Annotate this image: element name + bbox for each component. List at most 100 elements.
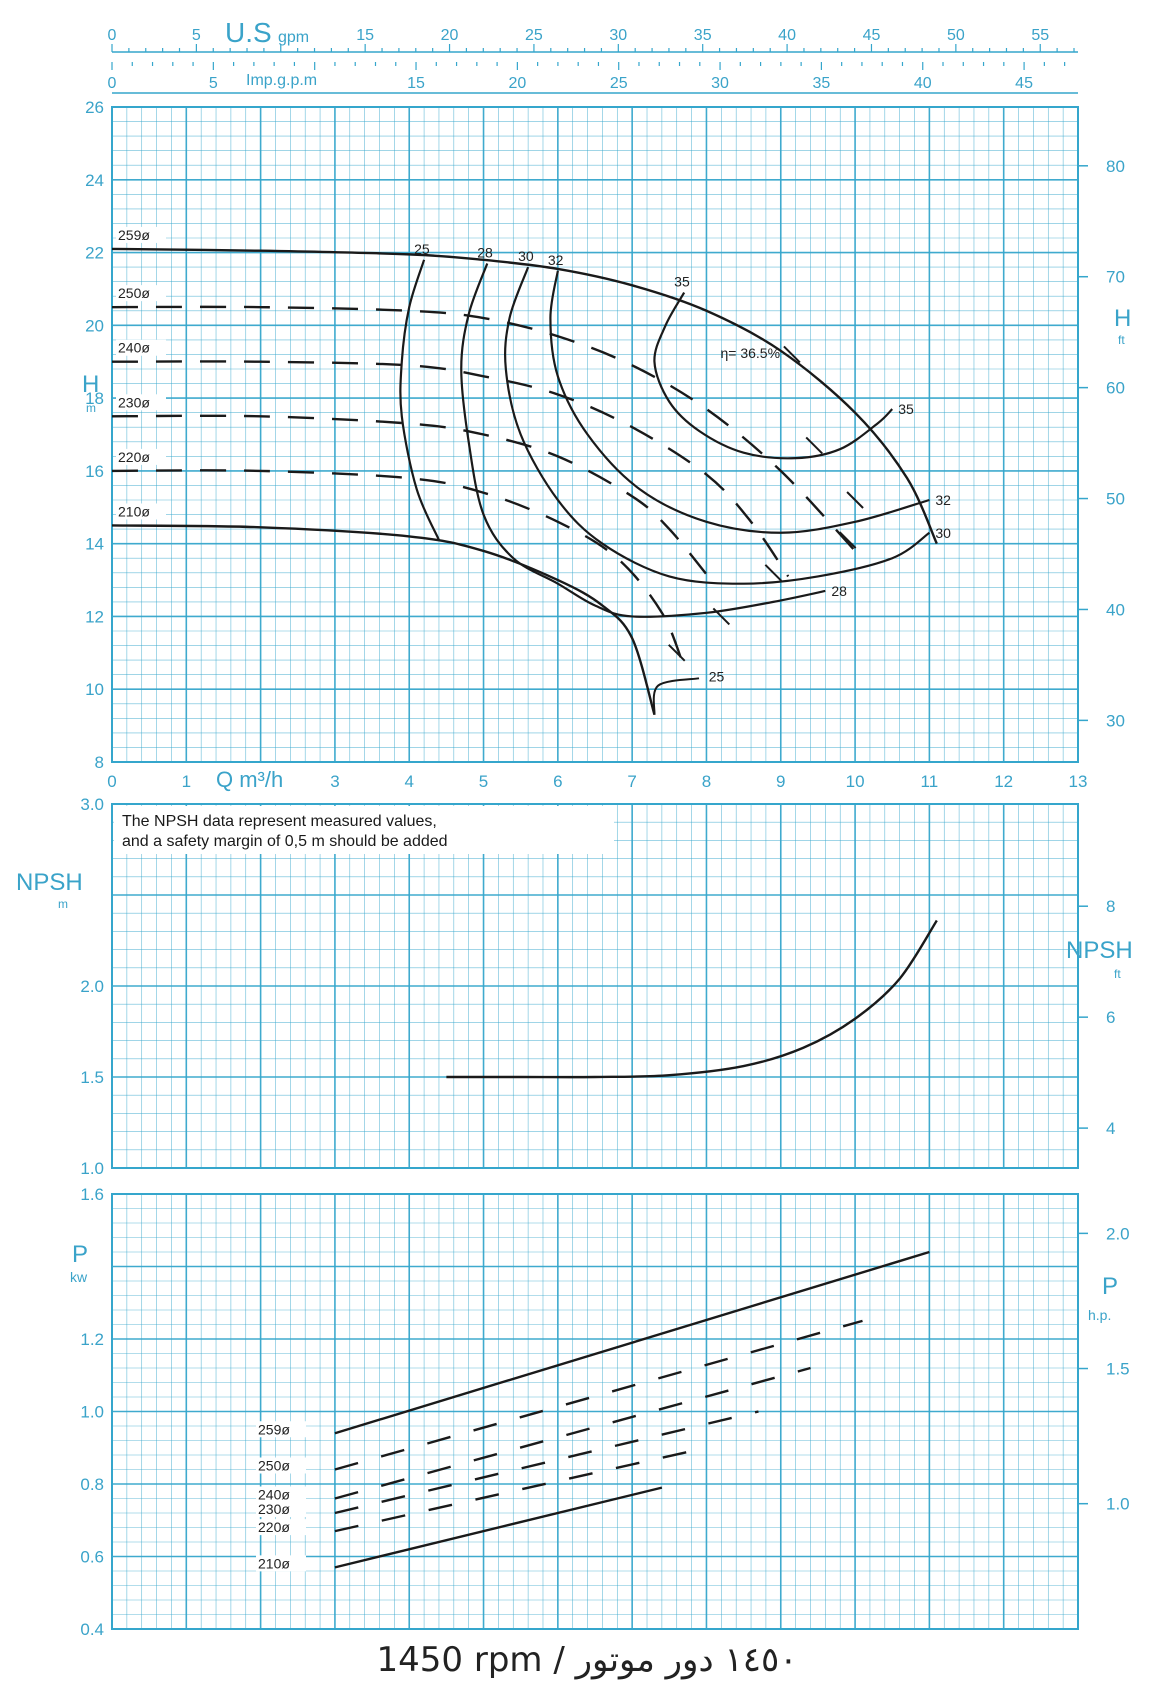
efficiency-label-top: 25 bbox=[414, 241, 430, 257]
y2-tick-label: 80 bbox=[1106, 157, 1125, 176]
y-tick-label: 18 bbox=[85, 389, 104, 408]
usgpm-tick-label: 30 bbox=[609, 27, 627, 44]
y-tick-label: 1.0 bbox=[80, 1403, 104, 1422]
efficiency-label-end: 32 bbox=[935, 492, 951, 508]
head-label-bg bbox=[116, 503, 166, 520]
y-tick-label: 0.4 bbox=[80, 1620, 104, 1639]
efficiency-marker bbox=[764, 564, 783, 582]
impgpm-tick-label: 40 bbox=[914, 75, 932, 92]
power-curve-label: 210ø bbox=[258, 1555, 290, 1571]
power-y-axis-unit: kw bbox=[70, 1269, 88, 1285]
efficiency-label-end: 35 bbox=[898, 401, 914, 417]
power-curve-210 bbox=[334, 1486, 663, 1569]
power-curve-label: 230ø bbox=[258, 1501, 290, 1517]
impgpm-ticks: 0 5 15 20 25 30 35 40 45 bbox=[108, 62, 1066, 92]
power-curve-label: 250ø bbox=[258, 1458, 290, 1474]
y-tick-label: 20 bbox=[85, 316, 104, 335]
usgpm-tick-label: 55 bbox=[1031, 27, 1049, 44]
y2-tick-label: 60 bbox=[1106, 379, 1125, 398]
efficiency-peak-label: η= 36.5% bbox=[720, 345, 780, 361]
impgpm-tick-label: 30 bbox=[711, 75, 729, 92]
usgpm-tick-label: 5 bbox=[192, 27, 201, 44]
head-y2-axis-unit: ft bbox=[1118, 333, 1125, 347]
head-curve-label: 220ø bbox=[118, 449, 150, 465]
y2-tick-label: 8 bbox=[1106, 897, 1115, 916]
usgpm-axis-unit: gpm bbox=[278, 29, 309, 46]
y2-tick-label: 40 bbox=[1106, 600, 1125, 619]
y-tick-label: 14 bbox=[85, 535, 104, 554]
x-tick-label: 8 bbox=[702, 772, 711, 791]
rpm-caption: 1450 rpm / ١٤٥٠ دور موتور bbox=[376, 1640, 798, 1680]
usgpm-tick-label: 50 bbox=[947, 27, 965, 44]
power-frame bbox=[111, 1193, 1079, 1630]
y2-tick-label: 30 bbox=[1106, 711, 1125, 730]
efficiency-marker bbox=[846, 491, 864, 509]
x-tick-label: 9 bbox=[776, 772, 785, 791]
x-tick-label: 5 bbox=[479, 772, 488, 791]
power-curve-label: 240ø bbox=[258, 1487, 290, 1503]
head-curve-230 bbox=[111, 414, 715, 585]
head-curve-label: 240ø bbox=[118, 340, 150, 356]
head-curve-label: 250ø bbox=[118, 285, 150, 301]
efficiency-label-top: 30 bbox=[518, 248, 534, 264]
efficiency-marker bbox=[783, 345, 801, 364]
power-curves bbox=[334, 1250, 930, 1569]
power-label-bg bbox=[256, 1486, 306, 1503]
efficiency-label-top: 32 bbox=[548, 252, 564, 268]
efficiency-marker bbox=[668, 644, 686, 662]
y-tick-label: 24 bbox=[85, 171, 104, 190]
efficiency-marker bbox=[838, 531, 857, 549]
head-label-bg bbox=[116, 339, 166, 356]
y-tick-label: 26 bbox=[85, 98, 104, 117]
power-y-ticks: 0.4 0.6 0.8 1.0 1.2 1.6 bbox=[80, 1185, 104, 1639]
npsh-y2-axis-unit: ft bbox=[1114, 967, 1121, 981]
power-curve-240 bbox=[334, 1366, 811, 1500]
y2-tick-label: 6 bbox=[1106, 1008, 1115, 1027]
y-tick-label: 10 bbox=[85, 680, 104, 699]
head-label-bg bbox=[116, 285, 166, 302]
power-label-bg bbox=[256, 1501, 306, 1517]
head-curve-labels: 259ø 250ø 240ø 230ø 220ø 210ø bbox=[116, 226, 166, 520]
usgpm-tick-label: 40 bbox=[778, 27, 796, 44]
y-tick-label: 16 bbox=[85, 462, 104, 481]
x-tick-label: 12 bbox=[994, 772, 1013, 791]
head-y2-ticks: 30 40 50 60 70 80 bbox=[1078, 157, 1125, 730]
y-tick-label: 1.0 bbox=[80, 1159, 104, 1178]
usgpm-tick-label: 25 bbox=[525, 27, 543, 44]
y2-tick-label: 1.0 bbox=[1106, 1495, 1130, 1514]
usgpm-tick-label: 15 bbox=[356, 27, 374, 44]
head-frame bbox=[111, 106, 1079, 763]
x-tick-label: 1 bbox=[182, 772, 191, 791]
x-tick-label: 0 bbox=[107, 772, 116, 791]
usgpm-axis-label: U.S bbox=[225, 17, 272, 48]
y2-tick-label: 70 bbox=[1106, 268, 1125, 287]
usgpm-tick-label: 0 bbox=[108, 27, 117, 44]
npsh-panel: 1.0 1.5 2.0 3.0 4 6 8 The NPSH data represent… bbox=[16, 795, 1133, 1178]
efficiency-marker bbox=[805, 436, 823, 455]
x-tick-label: 11 bbox=[921, 772, 939, 791]
y-tick-label: 12 bbox=[85, 607, 104, 626]
y-tick-label: 1.2 bbox=[80, 1330, 104, 1349]
npsh-frame bbox=[111, 803, 1079, 1169]
head-curve-label: 259ø bbox=[118, 227, 150, 243]
npsh-note-line1: The NPSH data represent measured values, bbox=[122, 813, 437, 830]
head-curve-label: 210ø bbox=[118, 503, 150, 519]
head-y2-axis-label: H bbox=[1114, 305, 1131, 332]
power-label-bg bbox=[256, 1555, 306, 1572]
impgpm-tick-label: 20 bbox=[508, 75, 526, 92]
npsh-note-box bbox=[114, 806, 614, 854]
y-tick-label: 1.5 bbox=[80, 1068, 104, 1087]
x-tick-label: 7 bbox=[627, 772, 636, 791]
npsh-y2-ticks: 4 6 8 bbox=[1078, 897, 1115, 1138]
power-curve-220 bbox=[334, 1446, 707, 1533]
npsh-y-axis-label: NPSH bbox=[16, 869, 83, 896]
x-tick-label: 10 bbox=[846, 772, 865, 791]
top-axes: 0 5 15 20 25 30 35 40 45 50 55 0 5 15 20 25 30 35 40 45 U.… bbox=[108, 17, 1078, 94]
x-tick-label: 3 bbox=[330, 772, 339, 791]
npsh-curve bbox=[446, 919, 938, 1079]
impgpm-axis-label: Imp.g.p.m bbox=[246, 72, 317, 89]
npsh-note-line2: and a safety margin of 0,5 m should be a… bbox=[122, 833, 448, 850]
power-y2-axis-unit: h.p. bbox=[1088, 1307, 1111, 1323]
power-curve-230 bbox=[334, 1410, 759, 1515]
y2-tick-label: 2.0 bbox=[1106, 1224, 1130, 1243]
